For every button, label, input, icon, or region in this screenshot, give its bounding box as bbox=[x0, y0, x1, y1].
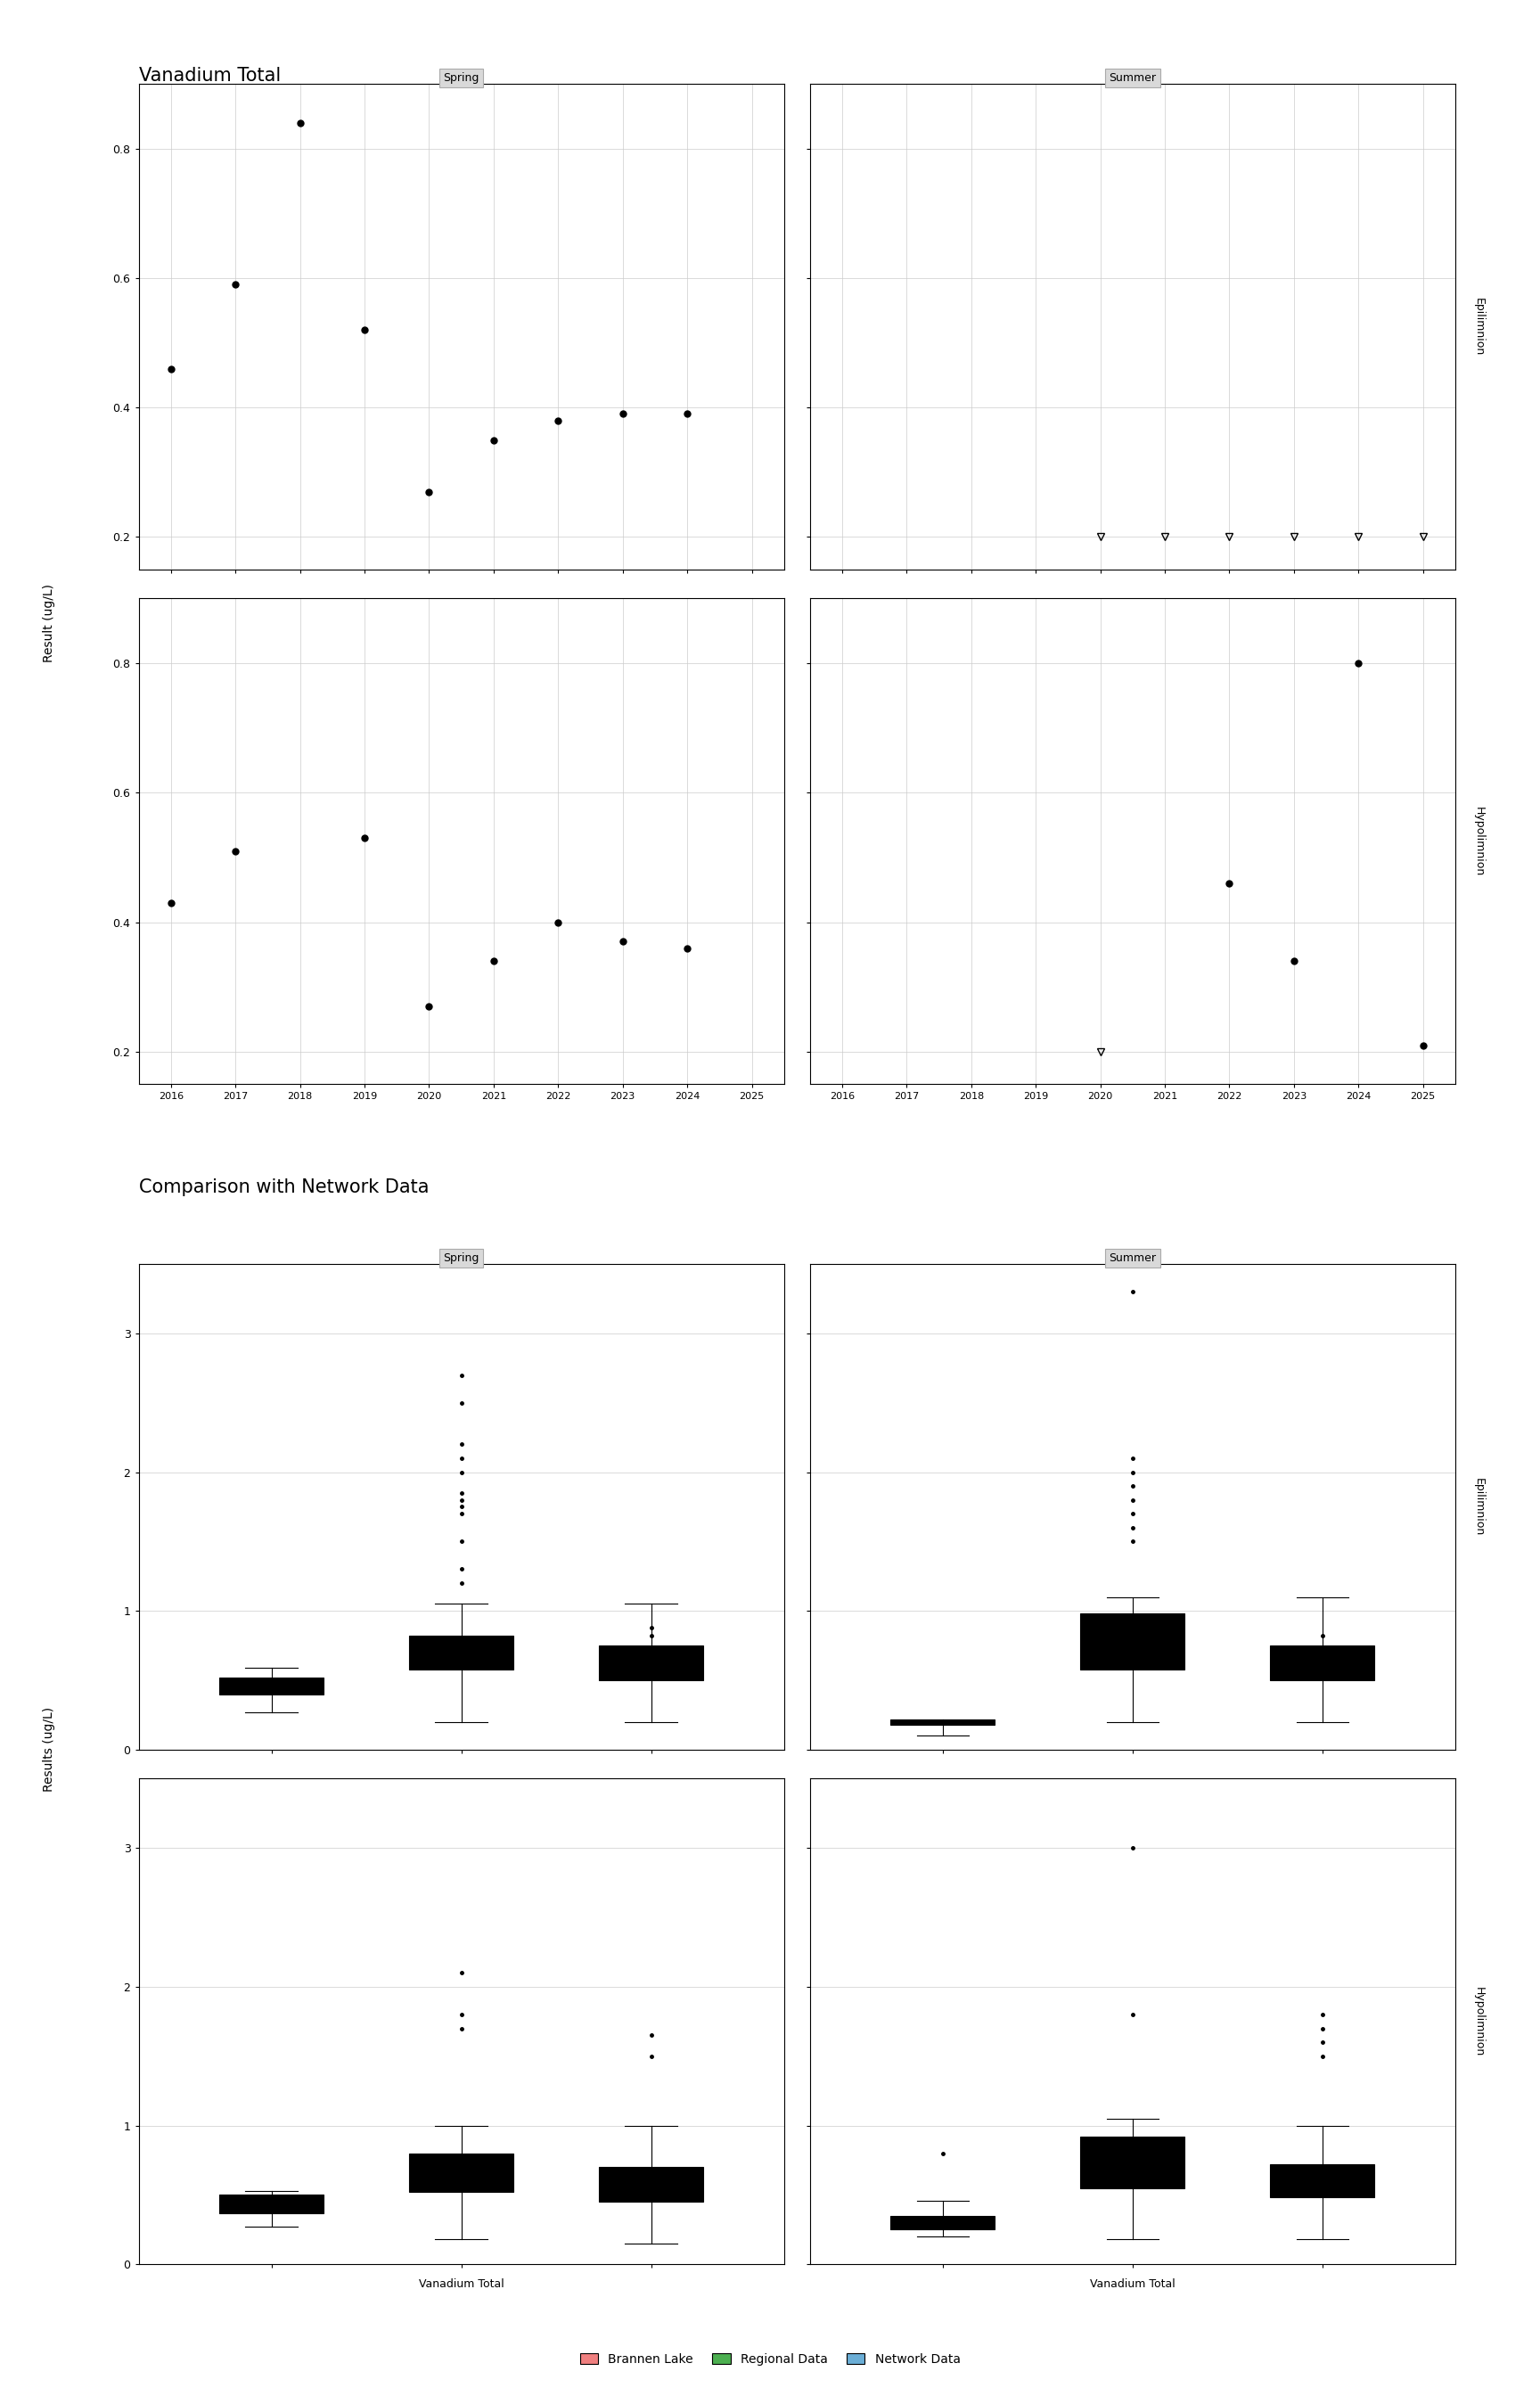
PathPatch shape bbox=[890, 1718, 995, 1725]
Y-axis label: Epilimnion: Epilimnion bbox=[1472, 297, 1485, 355]
PathPatch shape bbox=[1081, 1613, 1184, 1670]
PathPatch shape bbox=[219, 1677, 323, 1694]
Title: Summer: Summer bbox=[1109, 72, 1157, 84]
Text: Vanadium Total: Vanadium Total bbox=[139, 67, 280, 84]
Title: Spring: Spring bbox=[444, 1253, 479, 1265]
Text: Results (ug/L): Results (ug/L) bbox=[43, 1706, 55, 1792]
PathPatch shape bbox=[890, 2216, 995, 2231]
PathPatch shape bbox=[599, 2166, 704, 2202]
PathPatch shape bbox=[219, 2195, 323, 2214]
Y-axis label: Epilimnion: Epilimnion bbox=[1472, 1478, 1485, 1536]
X-axis label: Vanadium Total: Vanadium Total bbox=[1090, 2279, 1175, 2291]
Text: Result (ug/L): Result (ug/L) bbox=[43, 585, 55, 661]
PathPatch shape bbox=[410, 1636, 513, 1670]
Y-axis label: Hypolimnion: Hypolimnion bbox=[1472, 1986, 1485, 2056]
PathPatch shape bbox=[410, 2154, 513, 2192]
Title: Summer: Summer bbox=[1109, 1253, 1157, 1265]
PathPatch shape bbox=[1081, 2137, 1184, 2188]
Legend: Brannen Lake, Regional Data, Network Data: Brannen Lake, Regional Data, Network Dat… bbox=[574, 2348, 966, 2370]
PathPatch shape bbox=[1270, 1646, 1375, 1680]
PathPatch shape bbox=[599, 1646, 704, 1680]
Text: Comparison with Network Data: Comparison with Network Data bbox=[139, 1179, 428, 1196]
Title: Spring: Spring bbox=[444, 72, 479, 84]
Y-axis label: Hypolimnion: Hypolimnion bbox=[1472, 807, 1485, 877]
X-axis label: Vanadium Total: Vanadium Total bbox=[419, 2279, 504, 2291]
PathPatch shape bbox=[1270, 2164, 1375, 2197]
